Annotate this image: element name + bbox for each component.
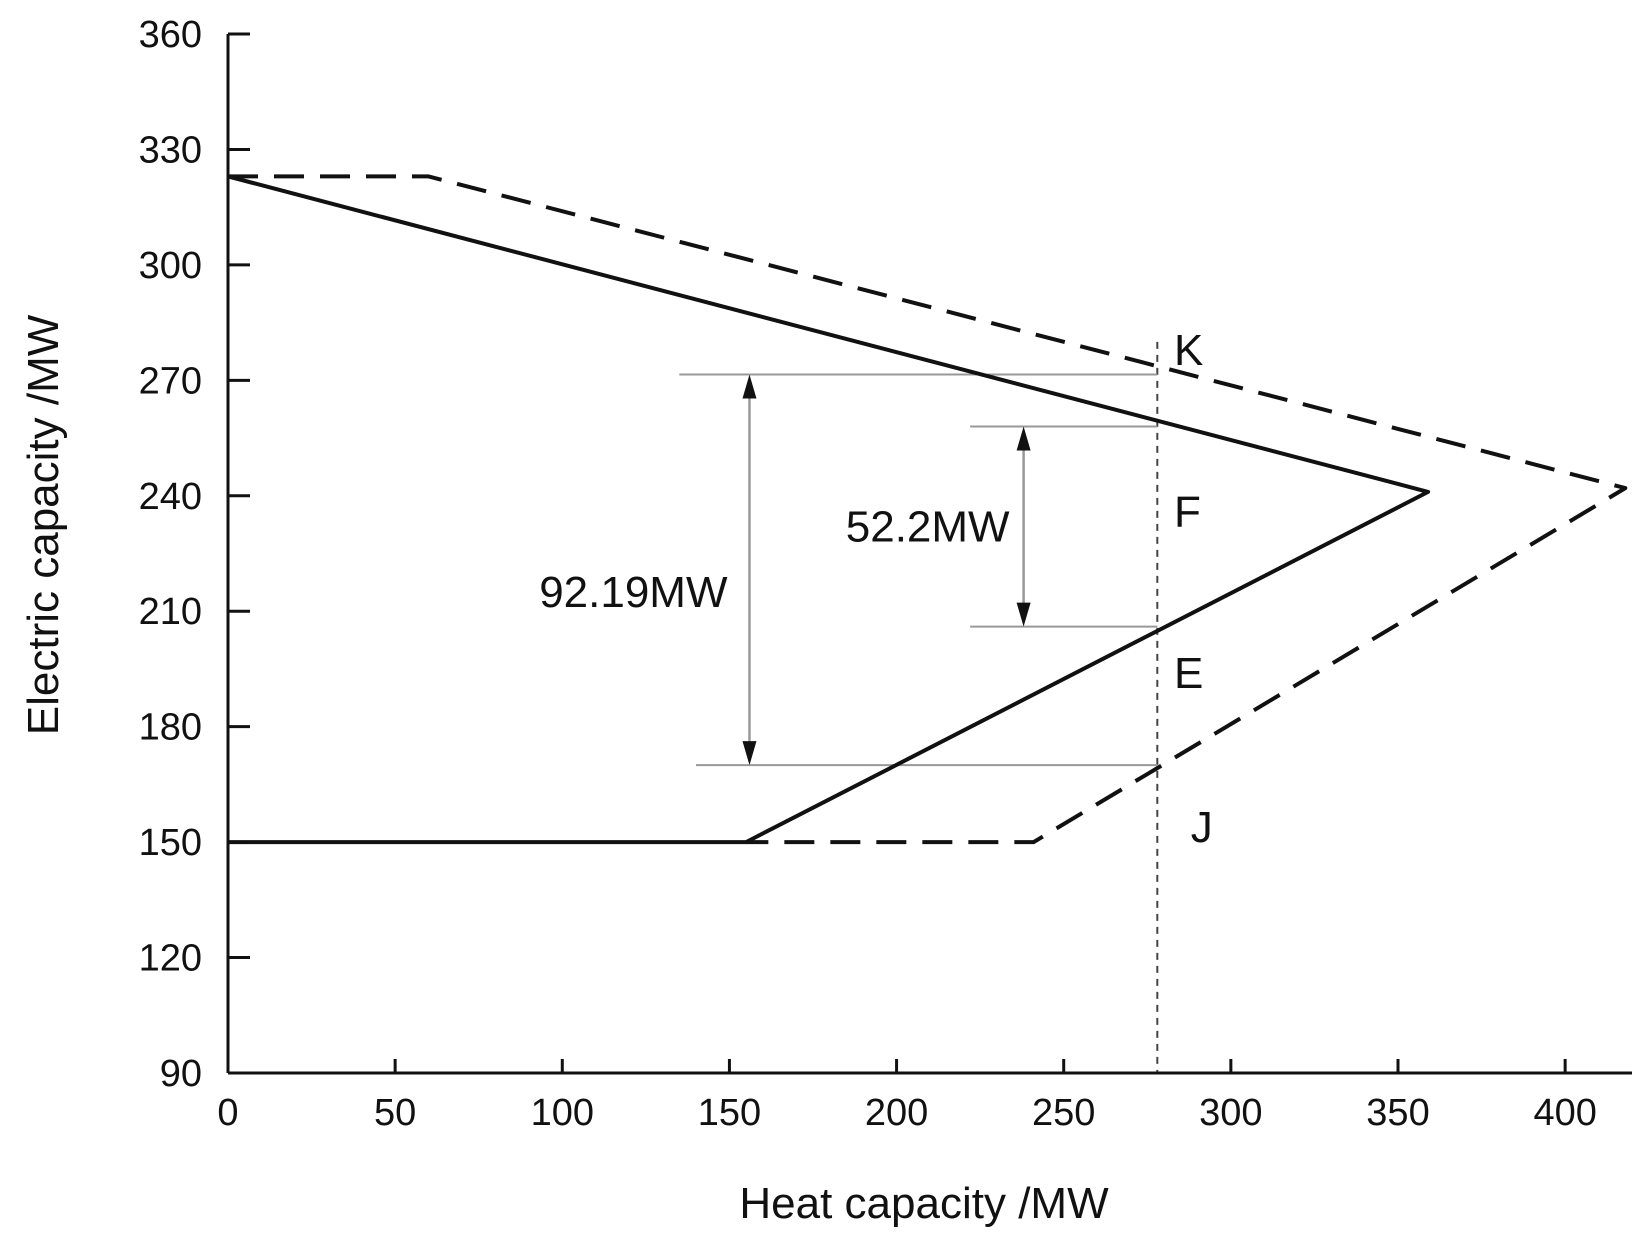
solid-boundary-line xyxy=(227,174,1431,845)
y-axis-title: Electric capacity /MW xyxy=(19,314,68,735)
point-label: E xyxy=(1174,649,1203,698)
dimension-label: 52.2MW xyxy=(846,503,1010,552)
x-tick-label: 250 xyxy=(1032,1092,1095,1134)
y-tick-label: 270 xyxy=(139,360,202,402)
x-tick-label: 300 xyxy=(1199,1092,1262,1134)
point-label: J xyxy=(1191,803,1213,852)
annotations: 92.19MW 52.2MW K F E J xyxy=(539,326,1213,852)
x-tick-label: 100 xyxy=(531,1092,594,1134)
arrow-head-up xyxy=(742,374,757,399)
point-label: F xyxy=(1174,488,1201,537)
x-tick-label: 400 xyxy=(1533,1092,1596,1134)
arrow-head-down xyxy=(742,741,757,766)
dashed-boundary-line xyxy=(228,174,1628,845)
y-tick-label: 360 xyxy=(139,14,202,56)
x-tick-label: 350 xyxy=(1366,1092,1429,1134)
x-tick-label: 50 xyxy=(374,1092,416,1134)
x-tick-label: 0 xyxy=(217,1092,238,1134)
point-label: K xyxy=(1174,326,1203,375)
x-tick-label: 150 xyxy=(698,1092,761,1134)
y-tick-label: 330 xyxy=(139,129,202,171)
x-tick-label: 200 xyxy=(865,1092,928,1134)
y-tick-label: 90 xyxy=(160,1053,202,1095)
series-lines xyxy=(227,174,1628,845)
y-tick-label: 150 xyxy=(139,822,202,864)
y-tick-label: 240 xyxy=(139,476,202,518)
y-tick-label: 210 xyxy=(139,591,202,633)
y-tick-label: 180 xyxy=(139,707,202,749)
y-tick-label: 120 xyxy=(139,938,202,980)
arrow-head-up xyxy=(1016,426,1031,451)
dimension-label: 92.19MW xyxy=(539,568,728,617)
axes: 0 50 100 150 200 250 300 350 400 90 120 150 180 210 24… xyxy=(139,14,1632,1134)
x-axis-title: Heat capacity /MW xyxy=(739,1179,1109,1228)
y-tick-label: 300 xyxy=(139,245,202,287)
reference-lines xyxy=(679,341,1159,1073)
arrow-head-down xyxy=(1016,602,1031,627)
